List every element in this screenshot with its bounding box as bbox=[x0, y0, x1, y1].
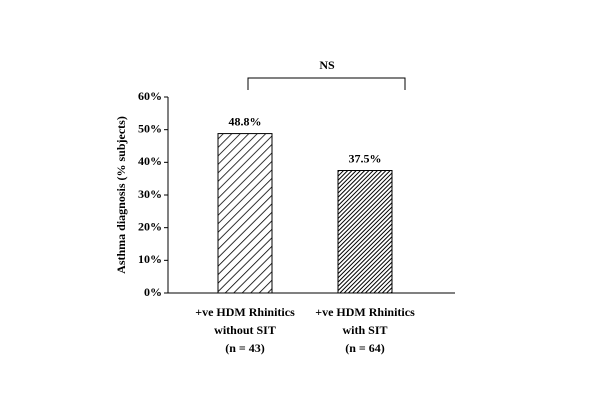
x-tick-label: +ve HDM Rhinitics bbox=[195, 305, 295, 319]
significance-bracket bbox=[247, 77, 406, 90]
y-tick-label: 10% bbox=[138, 252, 162, 266]
y-tick-label: 20% bbox=[138, 219, 162, 233]
y-tick-label: 50% bbox=[138, 121, 162, 135]
y-tick-label: 40% bbox=[138, 154, 162, 168]
y-axis-label: Asthma diagnosis (% subjects) bbox=[114, 116, 128, 274]
x-tick-label: (n = 43) bbox=[225, 341, 265, 355]
bar bbox=[217, 133, 273, 294]
x-tick-label: (n = 64) bbox=[345, 341, 385, 355]
bar bbox=[337, 170, 393, 294]
y-tick-label: 60% bbox=[138, 89, 162, 103]
value-label: 48.8% bbox=[229, 114, 262, 128]
x-tick-label: +ve HDM Rhinitics bbox=[315, 305, 415, 319]
y-tick-label: 0% bbox=[144, 285, 162, 299]
y-tick-label: 30% bbox=[138, 187, 162, 201]
x-tick-label: with SIT bbox=[342, 323, 387, 337]
x-tick-label: without SIT bbox=[214, 323, 276, 337]
annotation: NS bbox=[319, 58, 335, 72]
value-label: 37.5% bbox=[349, 151, 382, 165]
